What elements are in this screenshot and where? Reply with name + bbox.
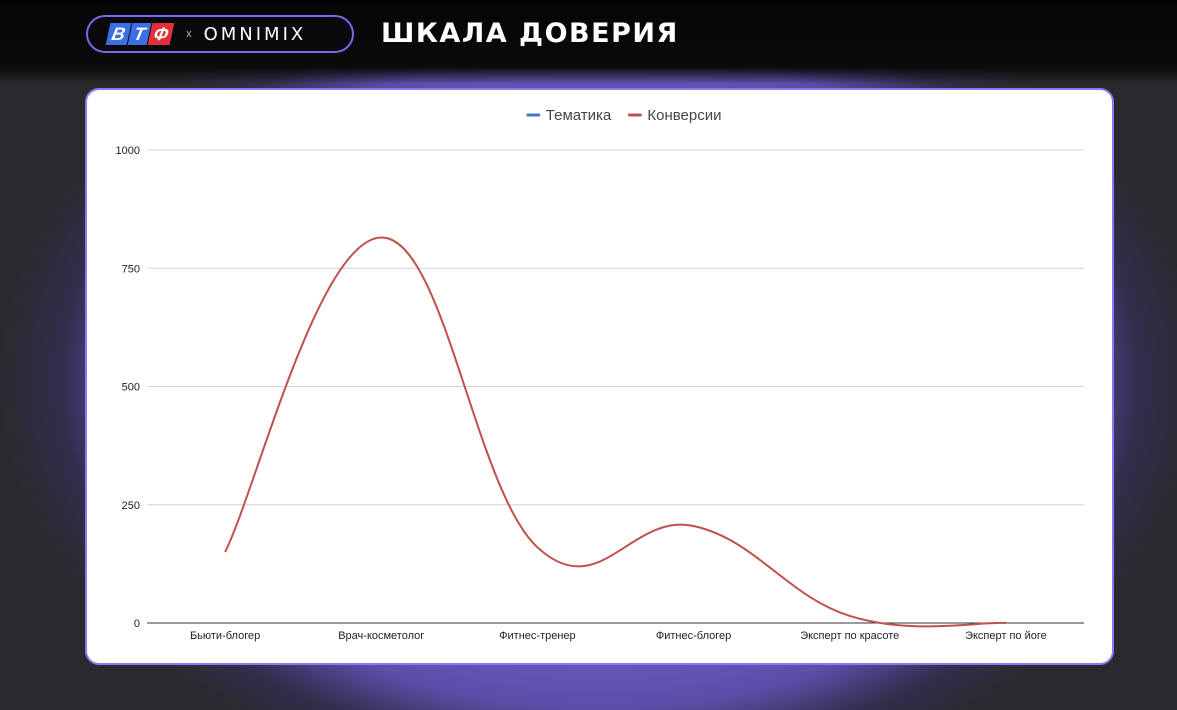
logo-letter-3: Ф [147, 23, 175, 45]
x-tick-label: Бьюти-блогер [190, 630, 260, 642]
y-tick-label: 250 [122, 500, 140, 512]
partner-name: OMNIMIX [203, 23, 307, 45]
series-line-Конверсии [224, 236, 1006, 628]
y-tick-label: 750 [122, 263, 140, 275]
y-tick-label: 500 [122, 382, 140, 394]
line-chart: 0 250 500 750 1000 Бьюти-блогер Врач-косметоло… [116, 107, 1084, 642]
legend-label: Конверсии [647, 107, 721, 124]
y-tick-label: 1000 [116, 145, 140, 157]
brand-pill: В Т Ф x OMNIMIX [86, 15, 354, 53]
x-tick-label: Эксперт по йоге [965, 630, 1047, 642]
vtf-logo: В Т Ф [105, 23, 175, 45]
legend-label: Тематика [546, 107, 612, 124]
y-tick-label: 0 [134, 618, 140, 630]
x-tick-label: Врач-косметолог [338, 630, 424, 642]
brand-separator: x [186, 28, 192, 40]
chart-card: 0 250 500 750 1000 Бьюти-блогер Врач-косметоло… [85, 88, 1114, 665]
page-title: ШКАЛА ДОВЕРИЯ [381, 18, 679, 49]
x-tick-label: Фитнес-блогер [656, 630, 731, 642]
x-tick-label: Эксперт по красоте [800, 630, 899, 642]
x-tick-label: Фитнес-тренер [499, 630, 575, 642]
